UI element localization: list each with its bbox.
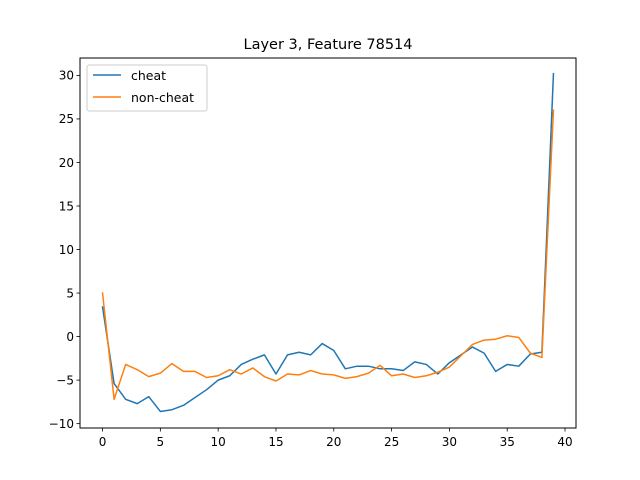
x-tick-label: 30 [442, 435, 457, 449]
x-axis: 0 5 10 15 20 25 30 35 40 [99, 428, 573, 449]
series-line-non-cheat [101, 109, 555, 401]
x-tick-label: 25 [384, 435, 399, 449]
plot-frame [79, 57, 577, 429]
x-tick-label: 15 [268, 435, 283, 449]
x-tick-label: 35 [500, 435, 515, 449]
y-tick-label: 25 [59, 112, 74, 126]
legend-label-non-cheat: non-cheat [131, 90, 194, 105]
x-tick-label: 0 [99, 435, 107, 449]
x-tick-label: 40 [557, 435, 572, 449]
y-tick-label: 10 [59, 243, 74, 257]
y-tick-label: −10 [49, 417, 74, 431]
legend-label-cheat: cheat [131, 68, 166, 83]
y-tick-label: 5 [66, 286, 74, 300]
series-layer [101, 72, 555, 413]
legend: cheat non-cheat [86, 64, 208, 112]
x-tick-label: 5 [157, 435, 165, 449]
y-tick-label: 0 [66, 330, 74, 344]
chart-title: Layer 3, Feature 78514 [243, 37, 412, 53]
y-tick-label: 20 [59, 156, 74, 170]
x-tick-label: 20 [326, 435, 341, 449]
series-line-cheat [101, 72, 555, 413]
y-tick-label: −5 [56, 373, 74, 387]
y-tick-label: 15 [59, 199, 74, 213]
legend-box [86, 64, 208, 112]
y-axis: −10 −5 0 5 10 15 20 25 30 [49, 69, 80, 431]
y-tick-label: 30 [59, 69, 74, 83]
x-tick-label: 10 [211, 435, 226, 449]
